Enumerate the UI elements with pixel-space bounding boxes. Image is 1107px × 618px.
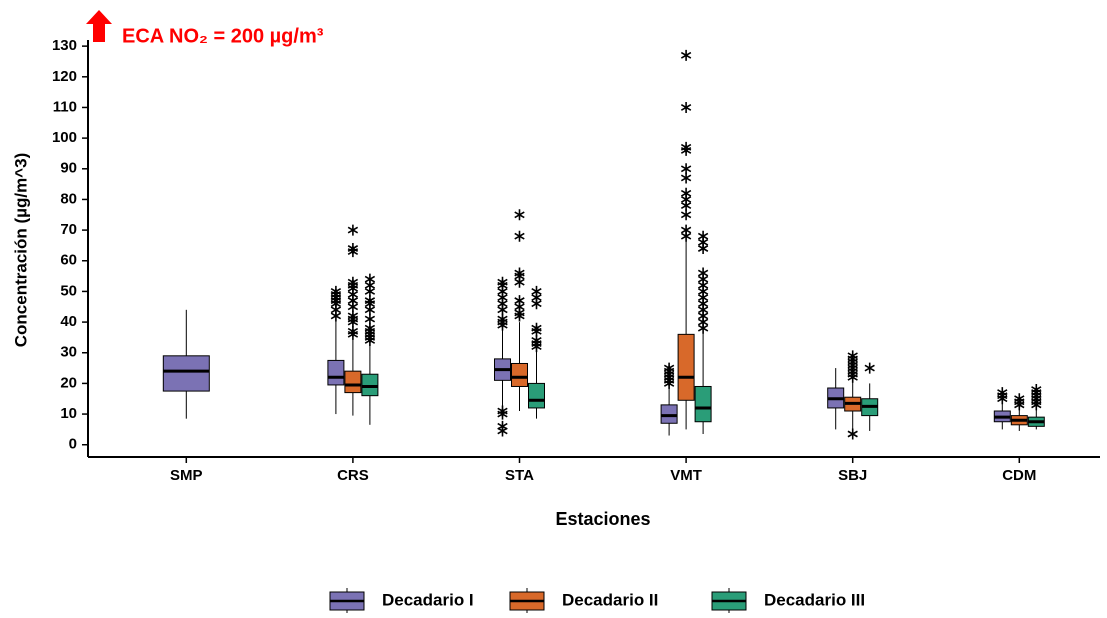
- x-tick-label: CRS: [337, 467, 369, 484]
- outlier: [347, 243, 359, 254]
- x-axis-title: Estaciones: [555, 509, 650, 529]
- outlier: [347, 276, 359, 288]
- y-tick-label: 20: [60, 374, 77, 391]
- outlier: [364, 322, 376, 334]
- outlier: [497, 420, 508, 432]
- outlier: [997, 387, 1008, 399]
- y-tick-label: 10: [60, 405, 77, 422]
- box: [162, 355, 210, 392]
- y-tick-label: 110: [53, 98, 77, 115]
- x-tick-label: SBJ: [838, 467, 867, 484]
- y-tick-label: 90: [60, 160, 77, 177]
- box: [327, 359, 345, 386]
- outlier: [680, 49, 692, 61]
- outlier: [680, 209, 692, 221]
- outlier: [497, 276, 508, 288]
- outlier: [514, 295, 525, 307]
- outlier: [1031, 384, 1042, 396]
- x-tick-label: SMP: [170, 467, 203, 484]
- outlier: [680, 172, 692, 184]
- arrow-icon: [86, 10, 112, 42]
- y-tick-label: 30: [60, 344, 77, 361]
- annotation: ECA NO₂ = 200 µg/m³: [122, 25, 324, 47]
- outlier: [497, 405, 508, 417]
- outlier: [531, 334, 542, 346]
- outlier: [364, 273, 376, 285]
- outlier: [864, 362, 875, 374]
- y-tick-label: 40: [60, 313, 77, 330]
- outlier: [514, 209, 525, 221]
- outlier: [663, 362, 675, 374]
- box: [344, 370, 362, 394]
- y-tick-label: 120: [52, 68, 77, 85]
- box: [677, 333, 695, 401]
- outlier: [364, 313, 376, 325]
- y-tick-label: 80: [60, 190, 77, 207]
- legend-label: Decadario III: [764, 590, 865, 609]
- legend-label: Decadario II: [562, 590, 658, 609]
- outlier: [347, 224, 359, 236]
- box: [660, 404, 678, 424]
- outlier: [680, 141, 692, 153]
- box: [511, 362, 528, 387]
- legend-label: Decadario I: [382, 590, 474, 609]
- outlier: [347, 325, 359, 337]
- outlier: [697, 267, 709, 279]
- outlier: [330, 285, 342, 297]
- outlier: [1014, 393, 1025, 405]
- outlier: [680, 224, 692, 236]
- y-tick-label: 70: [60, 221, 77, 238]
- box: [361, 373, 379, 397]
- outlier: [680, 187, 692, 199]
- y-tick-label: 60: [60, 252, 77, 269]
- outlier: [497, 313, 508, 325]
- outlier: [680, 101, 692, 113]
- outlier: [697, 230, 709, 242]
- box: [694, 385, 712, 423]
- outlier: [514, 230, 525, 242]
- outlier: [531, 322, 542, 334]
- y-tick-label: 50: [60, 282, 77, 299]
- outlier: [364, 295, 376, 307]
- x-tick-label: VMT: [670, 467, 702, 484]
- outlier: [531, 285, 542, 297]
- x-tick-label: STA: [505, 467, 534, 484]
- outlier: [514, 267, 525, 279]
- outlier: [347, 310, 359, 322]
- x-tick-label: CDM: [1002, 467, 1036, 484]
- y-axis-title: Concentración (µg/m^3): [11, 153, 30, 347]
- y-tick-label: 0: [69, 436, 77, 453]
- box: [528, 382, 545, 409]
- y-tick-label: 100: [52, 129, 77, 146]
- outlier: [680, 163, 692, 175]
- outlier: [847, 350, 858, 362]
- y-tick-label: 130: [52, 37, 77, 54]
- outlier: [847, 428, 858, 440]
